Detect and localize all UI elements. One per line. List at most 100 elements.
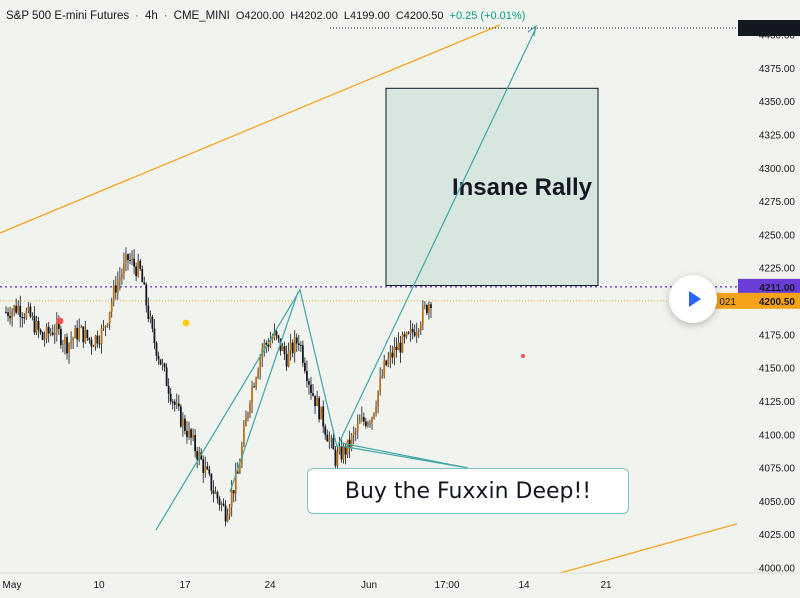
candle-body xyxy=(25,310,28,318)
candle-body xyxy=(428,304,430,314)
candle-body xyxy=(318,397,321,420)
candle-body xyxy=(253,386,255,388)
candle-body xyxy=(70,340,72,344)
candle-body xyxy=(249,403,251,413)
candle-body xyxy=(336,452,339,466)
candle-body xyxy=(306,371,308,381)
callout-text: Buy the Fuxxin Deep!! xyxy=(344,478,592,504)
candle-body xyxy=(409,328,412,334)
candle-body xyxy=(399,342,402,353)
candle-body xyxy=(182,418,184,427)
purple-price-tag-text: 4211.00 xyxy=(759,283,795,294)
open-value: O4200.00 xyxy=(235,10,285,22)
candle-body xyxy=(232,490,235,494)
candle-body xyxy=(421,306,424,325)
candle-body xyxy=(190,429,192,438)
candle-body xyxy=(308,380,310,385)
play-button[interactable] xyxy=(669,275,717,323)
callout-pointer xyxy=(340,442,469,469)
candle-body xyxy=(80,326,83,328)
candle-body xyxy=(15,305,18,313)
purple-price-tag-bg xyxy=(738,278,800,295)
y-tick-label: 4075.00 xyxy=(759,464,796,475)
candle-body xyxy=(206,466,209,470)
candle-body xyxy=(43,338,46,340)
symbol-name[interactable]: S&P 500 E-mini Futures xyxy=(6,10,130,22)
candle-body xyxy=(151,316,154,329)
exchange-label: CME_MINI xyxy=(173,10,230,22)
candle-body xyxy=(45,326,48,339)
candle-body xyxy=(202,459,205,473)
purple-price-tag[interactable]: 4211.00 xyxy=(738,278,800,295)
candle-body xyxy=(137,260,140,277)
candle-body xyxy=(66,337,68,354)
candle-body xyxy=(295,337,298,344)
candle-body xyxy=(271,338,274,341)
candle-body xyxy=(369,422,371,424)
candle-body xyxy=(413,332,416,336)
marker-dot xyxy=(521,354,525,358)
candle-body xyxy=(377,391,379,407)
candle-body xyxy=(283,346,286,354)
candle-body xyxy=(55,322,58,333)
candle-body xyxy=(320,406,323,420)
last-price-tag[interactable]: 4200.50 xyxy=(738,292,800,309)
candle-body xyxy=(407,332,410,334)
candle-body xyxy=(198,452,201,460)
candle-body xyxy=(419,324,422,331)
candle-body xyxy=(37,320,40,330)
candle-body xyxy=(106,323,109,326)
candle-body xyxy=(47,326,50,334)
candle-body xyxy=(326,434,329,442)
interval-label[interactable]: 4h xyxy=(145,10,158,22)
candle-body xyxy=(200,452,203,460)
candle-body xyxy=(167,385,170,394)
candle-body xyxy=(143,282,146,285)
candle-body xyxy=(11,311,13,319)
candle-body xyxy=(389,352,392,359)
legend-separator: · xyxy=(135,10,139,22)
candle-body xyxy=(155,343,158,356)
close-value: C4200.50 xyxy=(395,10,444,22)
top-price-tag[interactable]: 4405.50 xyxy=(738,20,800,36)
candle-body xyxy=(5,312,7,314)
candle-body xyxy=(35,320,38,333)
candle-body xyxy=(9,316,11,319)
candle-body xyxy=(269,340,272,347)
candle-body xyxy=(277,335,280,339)
buy-callout[interactable]: Buy the Fuxxin Deep!! xyxy=(307,468,629,514)
y-tick-label: 4125.00 xyxy=(759,397,796,408)
candle-body xyxy=(324,426,327,435)
x-tick-label: Jun xyxy=(361,580,377,591)
candle-body xyxy=(110,301,113,312)
candle-body xyxy=(194,435,196,452)
candle-body xyxy=(49,332,52,334)
candle-body xyxy=(145,284,148,306)
candle-body xyxy=(222,503,225,506)
y-tick-label: 4325.00 xyxy=(759,130,796,141)
candle-body xyxy=(338,446,341,453)
candle-body xyxy=(84,329,87,343)
candle-body xyxy=(78,327,81,340)
candle-body xyxy=(31,315,34,317)
event-dot-red xyxy=(56,317,64,325)
candle-body xyxy=(304,362,306,372)
event-dot-yellow xyxy=(182,319,190,327)
candle-body xyxy=(39,329,42,333)
candle-body xyxy=(171,401,174,403)
y-tick-label: 4250.00 xyxy=(759,230,796,241)
projection-line-second-low xyxy=(229,291,299,493)
y-tick-label: 4375.00 xyxy=(759,64,796,75)
candle-body xyxy=(147,305,150,319)
candle-body xyxy=(27,306,30,311)
candle-body xyxy=(387,358,390,366)
y-tick-label: 4150.00 xyxy=(759,364,796,375)
projection-line-rally xyxy=(336,27,537,448)
candle-body xyxy=(344,446,347,455)
candle-body xyxy=(234,471,237,494)
candle-body xyxy=(371,417,373,423)
x-tick-label: 17 xyxy=(179,580,191,591)
candle-body xyxy=(383,360,386,376)
candle-body xyxy=(104,325,107,327)
